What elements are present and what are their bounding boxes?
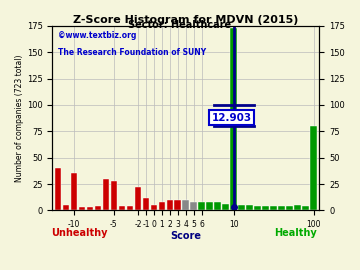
Bar: [207, 202, 213, 210]
Bar: [167, 200, 173, 210]
Text: The Research Foundation of SUNY: The Research Foundation of SUNY: [58, 48, 206, 57]
Bar: [55, 168, 61, 210]
Bar: [302, 206, 309, 210]
Text: 12.903: 12.903: [211, 113, 252, 123]
Bar: [111, 181, 117, 210]
Bar: [255, 206, 261, 210]
Bar: [103, 179, 109, 210]
Bar: [158, 202, 165, 210]
Text: Unhealthy: Unhealthy: [51, 228, 107, 238]
Bar: [78, 207, 85, 210]
Bar: [287, 206, 293, 210]
Bar: [95, 206, 102, 210]
Text: Healthy: Healthy: [274, 228, 317, 238]
Title: Z-Score Histogram for MDVN (2015): Z-Score Histogram for MDVN (2015): [73, 15, 298, 25]
Bar: [222, 204, 229, 210]
Bar: [310, 126, 317, 210]
Bar: [71, 173, 77, 210]
Bar: [126, 206, 133, 210]
Bar: [215, 202, 221, 210]
Y-axis label: Number of companies (723 total): Number of companies (723 total): [15, 54, 24, 182]
Bar: [143, 198, 149, 210]
Text: Sector: Healthcare: Sector: Healthcare: [129, 20, 231, 30]
Bar: [230, 28, 237, 210]
Bar: [198, 202, 205, 210]
Bar: [294, 205, 301, 210]
Bar: [86, 207, 93, 210]
Bar: [247, 205, 253, 210]
X-axis label: Score: Score: [170, 231, 201, 241]
Bar: [175, 200, 181, 210]
Bar: [63, 205, 69, 210]
Bar: [118, 206, 125, 210]
Bar: [183, 200, 189, 210]
Bar: [135, 187, 141, 210]
Bar: [190, 202, 197, 210]
Bar: [270, 206, 277, 210]
Bar: [150, 205, 157, 210]
Bar: [262, 206, 269, 210]
Bar: [238, 205, 245, 210]
Bar: [278, 206, 285, 210]
Text: ©www.textbiz.org: ©www.textbiz.org: [58, 31, 136, 40]
